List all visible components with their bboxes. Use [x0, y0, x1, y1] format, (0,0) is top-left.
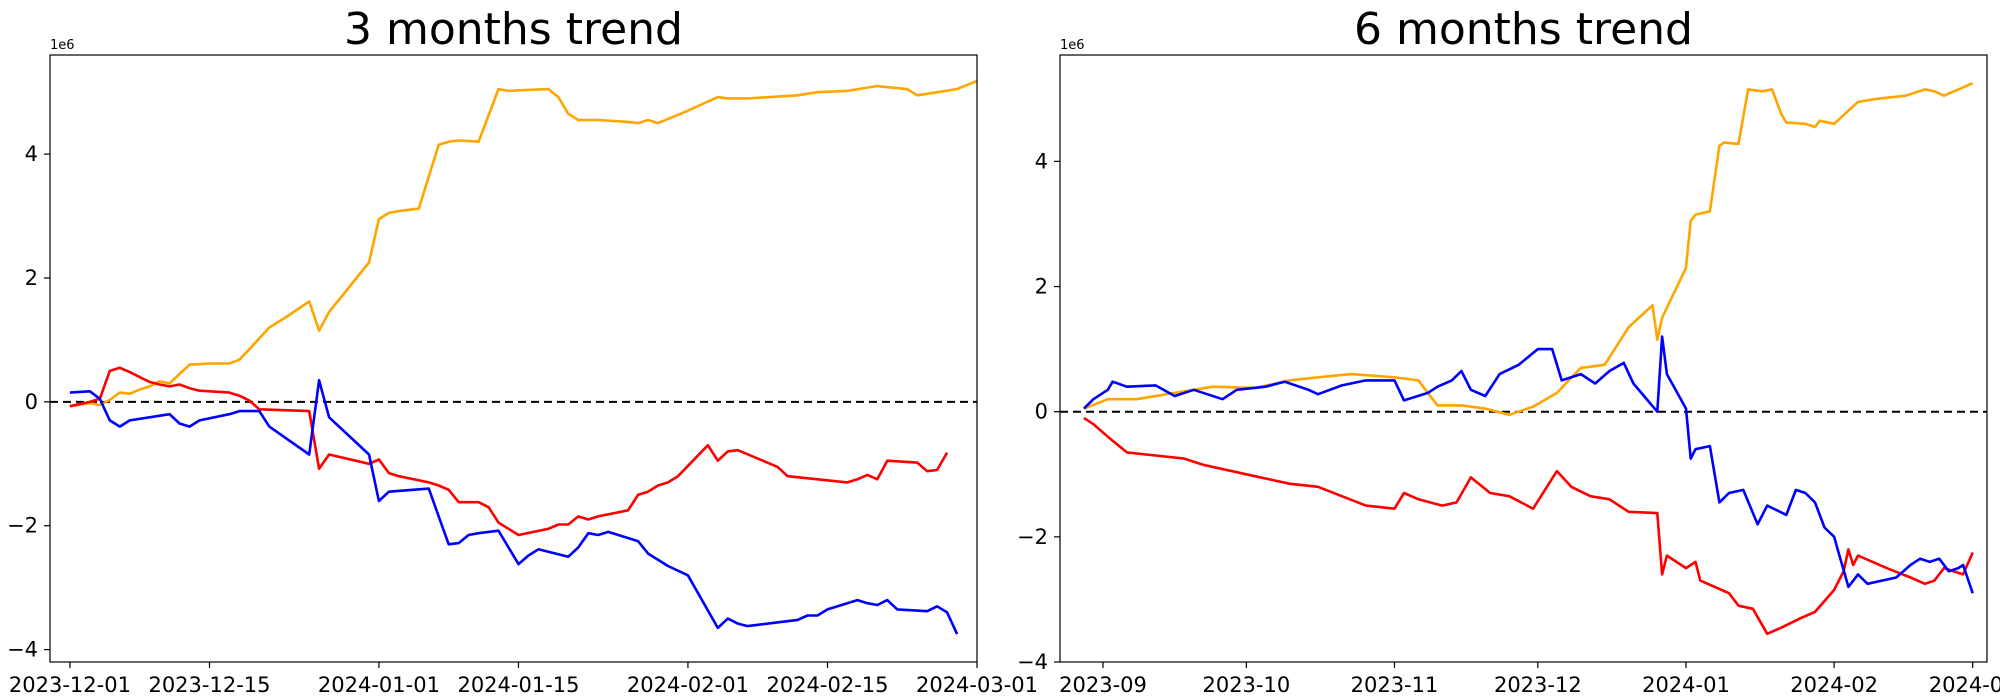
x-tick-label: 2024-02 [1790, 673, 1878, 697]
series-line-1 [1083, 416, 1974, 636]
chart-title-right: 6 months trend [1354, 4, 1693, 55]
x-tick-label: 2024-02-01 [627, 673, 749, 697]
series-line-0 [1083, 82, 1974, 417]
y-tick-label: 4 [25, 142, 38, 166]
x-tick-label: 2024-01-15 [457, 673, 579, 697]
y-tick-label: 2 [25, 266, 38, 290]
y-tick-label: −2 [1017, 525, 1048, 549]
series-line-1 [69, 366, 949, 537]
x-tick-label: 2023-12-01 [9, 673, 131, 697]
y-tick-label: 2 [1035, 275, 1048, 299]
chart-panel-6-months: −4 −2 0 2 4 2023-09 2023-10 2023-11 2023-12 2024-… [1017, 38, 2000, 697]
y-multiplier-label: 1e6 [1060, 38, 1085, 53]
chart-title-left: 3 months trend [344, 4, 683, 55]
x-tick-label: 2024-01 [1642, 673, 1730, 697]
y-tick-label: −4 [1017, 650, 1048, 674]
x-tick-label: 2023-12 [1494, 673, 1582, 697]
y-tick-label: −2 [7, 514, 38, 538]
y-tick-label: 4 [1035, 149, 1048, 173]
y-multiplier-label: 1e6 [50, 38, 75, 53]
plot-frame [1059, 54, 1988, 663]
x-tick-label: 2023-11 [1351, 673, 1439, 697]
x-tick-label: 2024-01-01 [318, 673, 440, 697]
x-tick-label: 2023-10 [1202, 673, 1290, 697]
x-tick-label: 2024-02-15 [766, 673, 888, 697]
y-tick-label: 0 [1035, 400, 1048, 424]
plot-frame [49, 54, 978, 663]
y-tick-label: 0 [25, 390, 38, 414]
y-tick-label: −4 [7, 638, 38, 662]
x-tick-label: 2023-09 [1059, 673, 1147, 697]
x-tick-label: 2024-03 [1929, 673, 2000, 697]
x-tick-label: 2024-03-01 [916, 673, 1038, 697]
x-tick-label: 2023-12-15 [148, 673, 270, 697]
series-line-0 [69, 79, 977, 408]
series-line-2 [1082, 335, 1974, 594]
chart-panel-3-months: −4 −2 0 2 4 2023-12-01 2023-12-15 2024-01-01 202… [7, 38, 1038, 697]
series-line-2 [69, 378, 959, 635]
